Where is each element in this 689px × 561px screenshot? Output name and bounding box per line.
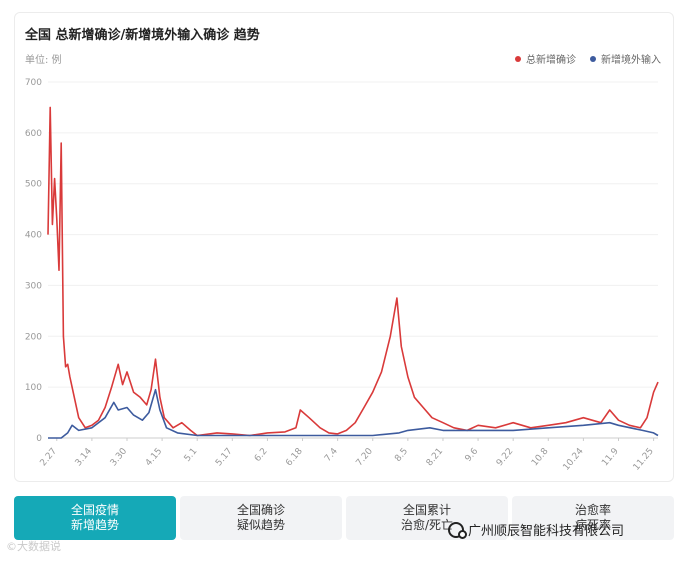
y-tick-label: 200 (25, 332, 42, 342)
chart-legend: 总新增确诊 新增境外输入 (515, 51, 661, 66)
x-tick-label: 10.8 (530, 446, 551, 468)
y-tick-label: 0 (36, 434, 42, 444)
legend-item-imported[interactable]: 新增境外输入 (590, 51, 661, 66)
legend-item-total[interactable]: 总新增确诊 (515, 51, 576, 66)
tab-new-trend-line2: 新增趋势 (70, 518, 119, 532)
legend-dot-imported (590, 55, 596, 62)
x-tick-label: 7.4 (323, 446, 340, 464)
series-line-imported (48, 388, 659, 439)
tab-new-trend-line1: 全国疫情 (70, 503, 119, 517)
x-tick-label: 8.5 (393, 447, 410, 464)
x-tick-label: 10.24 (561, 446, 585, 472)
tab-bar: 全国疫情 新增趋势 全国确诊 疑似趋势 全国累计 治愈/死亡 治愈率 病死率 (14, 496, 674, 540)
watermark-left: ©大数据说 (6, 540, 61, 553)
tab-recovery-rate-line2: 病死率 (574, 518, 611, 532)
x-tick-label: 3.14 (74, 446, 95, 468)
x-tick-label: 4.15 (144, 447, 165, 469)
line-chart: 0 100 200 300 400 500 600 700 2.27 3.14 3.30 4.15 5.… (25, 78, 659, 473)
tab-cumulative-line2: 治愈/死亡 (400, 518, 454, 532)
series-line-total (47, 106, 659, 437)
chart-title: 全国 总新增确诊/新增境外输入确诊 趋势 (25, 28, 260, 43)
tab-new-trend[interactable]: 全国疫情 新增趋势 (14, 496, 176, 540)
x-tick-label: 5.17 (214, 447, 235, 469)
x-tick-label: 6.18 (284, 446, 305, 468)
x-tick-label: 7.20 (355, 446, 376, 468)
x-tick-label: 11.9 (600, 446, 621, 468)
x-tick-label: 5.1 (183, 447, 200, 464)
x-tick-label: 2.27 (39, 447, 60, 469)
y-tick-label: 100 (25, 383, 42, 393)
watermark-right: 广州顺辰智能科技有限公司 (448, 520, 624, 539)
tab-cumulative-line1: 全国累计 (402, 503, 451, 517)
tab-confirmed-suspected-line1: 全国确诊 (236, 503, 285, 517)
y-unit-label: 单位: 例 (25, 55, 62, 66)
chart-card: 全国 总新增确诊/新增境外输入确诊 趋势 单位: 例 总新增确诊 新增境外输入 … (14, 12, 674, 482)
legend-dot-total (515, 55, 521, 62)
tab-recovery-rate-line1: 治愈率 (574, 503, 611, 517)
legend-label-imported: 新增境外输入 (601, 55, 661, 66)
watermark-right-text: 广州顺辰智能科技有限公司 (468, 524, 625, 539)
x-tick-label: 8.21 (425, 447, 446, 469)
x-tick-label: 6.2 (253, 447, 270, 464)
tab-cumulative[interactable]: 全国累计 治愈/死亡 (346, 496, 508, 540)
tab-recovery-rate[interactable]: 治愈率 病死率 (512, 496, 674, 540)
y-tick-label: 500 (25, 180, 42, 190)
tab-confirmed-suspected[interactable]: 全国确诊 疑似趋势 (180, 496, 342, 540)
x-tick-label: 3.30 (109, 446, 130, 468)
wechat-icon (448, 521, 467, 539)
tab-confirmed-suspected-line2: 疑似趋势 (236, 518, 285, 532)
x-tick-label: 11.25 (632, 447, 656, 473)
x-tick-label: 9.22 (495, 447, 516, 469)
y-tick-label: 600 (25, 129, 42, 139)
y-tick-label: 400 (25, 231, 42, 241)
y-tick-label: 300 (25, 281, 42, 291)
x-tick-label: 9.6 (463, 446, 480, 464)
y-tick-label: 700 (25, 78, 42, 88)
legend-label-total: 总新增确诊 (526, 55, 576, 66)
